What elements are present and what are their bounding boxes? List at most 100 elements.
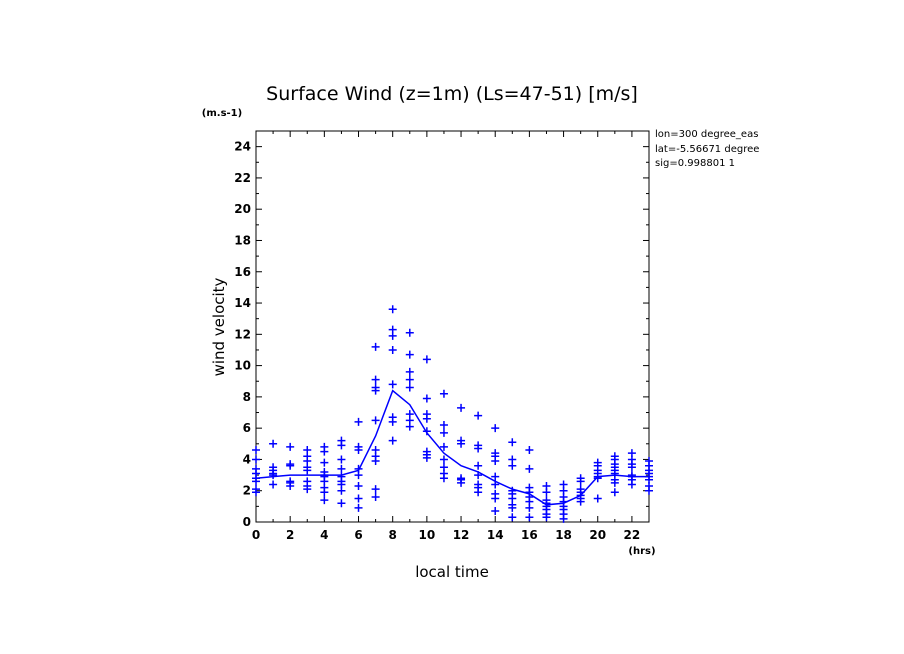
data-point-marker — [525, 503, 534, 512]
data-point-marker — [388, 305, 397, 314]
data-point-marker — [491, 424, 500, 433]
y-tick-label: 24 — [234, 140, 251, 154]
x-tick-label: 12 — [453, 528, 470, 542]
y-tick-label: 14 — [234, 296, 251, 310]
data-point-marker — [405, 328, 414, 337]
y-tick-label: 16 — [234, 265, 251, 279]
info-line-lat: lat=-5.56671 degree — [655, 144, 759, 155]
data-point-marker — [422, 355, 431, 364]
y-tick-label: 22 — [234, 171, 251, 185]
data-point-marker — [422, 427, 431, 436]
data-point-marker — [337, 464, 346, 473]
data-point-marker — [371, 485, 380, 494]
data-point-marker — [525, 464, 534, 473]
data-point-marker — [576, 497, 585, 506]
data-point-marker — [645, 486, 653, 495]
x-tick-label: 18 — [555, 528, 572, 542]
data-point-marker — [354, 494, 363, 503]
data-point-marker — [610, 488, 619, 497]
data-point-marker — [388, 417, 397, 426]
data-point-marker — [525, 513, 534, 522]
data-point-marker — [474, 461, 483, 470]
data-point-marker — [627, 480, 636, 489]
data-point-marker — [303, 485, 312, 494]
data-point-marker — [457, 439, 466, 448]
data-point-marker — [337, 486, 346, 495]
data-point-marker — [439, 421, 448, 430]
data-point-marker — [354, 503, 363, 512]
data-point-marker — [457, 403, 466, 412]
data-point-marker — [371, 375, 380, 384]
info-line-lon: lon=300 degree_eas — [655, 129, 758, 140]
data-point-marker — [405, 367, 414, 376]
data-point-marker — [439, 428, 448, 437]
y-tick-label: 6 — [243, 421, 251, 435]
data-point-marker — [422, 394, 431, 403]
x-axis-label: local time — [415, 563, 489, 581]
data-point-marker — [320, 488, 329, 497]
data-point-marker — [542, 513, 551, 522]
data-point-marker — [422, 453, 431, 462]
chart-title: Surface Wind (z=1m) (Ls=47-51) [m/s] — [266, 83, 638, 105]
y-unit-label: (m.s-1) — [202, 108, 242, 119]
data-point-marker — [252, 455, 260, 464]
data-point-marker — [286, 442, 295, 451]
y-tick-label: 20 — [234, 202, 251, 216]
data-point-marker — [508, 461, 517, 470]
x-tick-label: 22 — [624, 528, 641, 542]
info-line-sig: sig=0.998801 1 — [655, 158, 735, 169]
data-point-marker — [286, 461, 295, 470]
data-point-marker — [593, 494, 602, 503]
data-point-marker — [388, 331, 397, 340]
data-point-marker — [354, 446, 363, 455]
y-axis-label: wind velocity — [210, 277, 228, 376]
y-tick-label: 12 — [234, 327, 251, 341]
x-tick-label: 8 — [389, 528, 397, 542]
y-tick-label: 4 — [243, 452, 251, 466]
x-axis-ticks: 0 2 4 6 8 10 12 14 16 18 20 22 — [252, 131, 650, 542]
data-point-marker — [508, 503, 517, 512]
data-point-marker — [269, 439, 278, 448]
data-point-marker — [371, 416, 380, 425]
data-point-marker — [542, 488, 551, 497]
data-point-marker — [303, 466, 312, 475]
x-unit-label: (hrs) — [628, 546, 655, 557]
data-point-marker — [525, 446, 534, 455]
data-point-marker — [286, 482, 295, 491]
x-tick-label: 10 — [419, 528, 436, 542]
data-point-marker — [354, 482, 363, 491]
data-point-marker — [474, 411, 483, 420]
data-point-marker — [439, 474, 448, 483]
data-point-marker — [388, 345, 397, 354]
data-point-marker — [252, 477, 260, 486]
x-tick-label: 2 — [286, 528, 294, 542]
data-point-marker — [371, 386, 380, 395]
data-point-marker — [405, 375, 414, 384]
y-tick-label: 10 — [234, 359, 251, 373]
data-point-marker — [593, 474, 602, 483]
data-point-marker — [354, 471, 363, 480]
data-point-marker — [474, 444, 483, 453]
y-tick-label: 8 — [243, 390, 251, 404]
data-point-marker — [320, 496, 329, 505]
data-point-marker — [491, 472, 500, 481]
plot-area-frame — [255, 130, 650, 523]
data-point-marker — [439, 389, 448, 398]
data-point-marker — [457, 478, 466, 487]
y-tick-label: 0 — [243, 515, 251, 529]
data-point-marker — [508, 513, 517, 522]
data-point-marker — [371, 342, 380, 351]
data-point-marker — [354, 417, 363, 426]
data-point-marker — [474, 471, 483, 480]
data-point-marker — [337, 455, 346, 464]
scatter-markers — [252, 305, 653, 523]
data-point-marker — [269, 480, 278, 489]
data-point-marker — [422, 414, 431, 423]
data-point-marker — [405, 350, 414, 359]
data-point-marker — [474, 488, 483, 497]
data-point-marker — [320, 447, 329, 456]
data-point-marker — [388, 380, 397, 389]
data-point-marker — [388, 436, 397, 445]
